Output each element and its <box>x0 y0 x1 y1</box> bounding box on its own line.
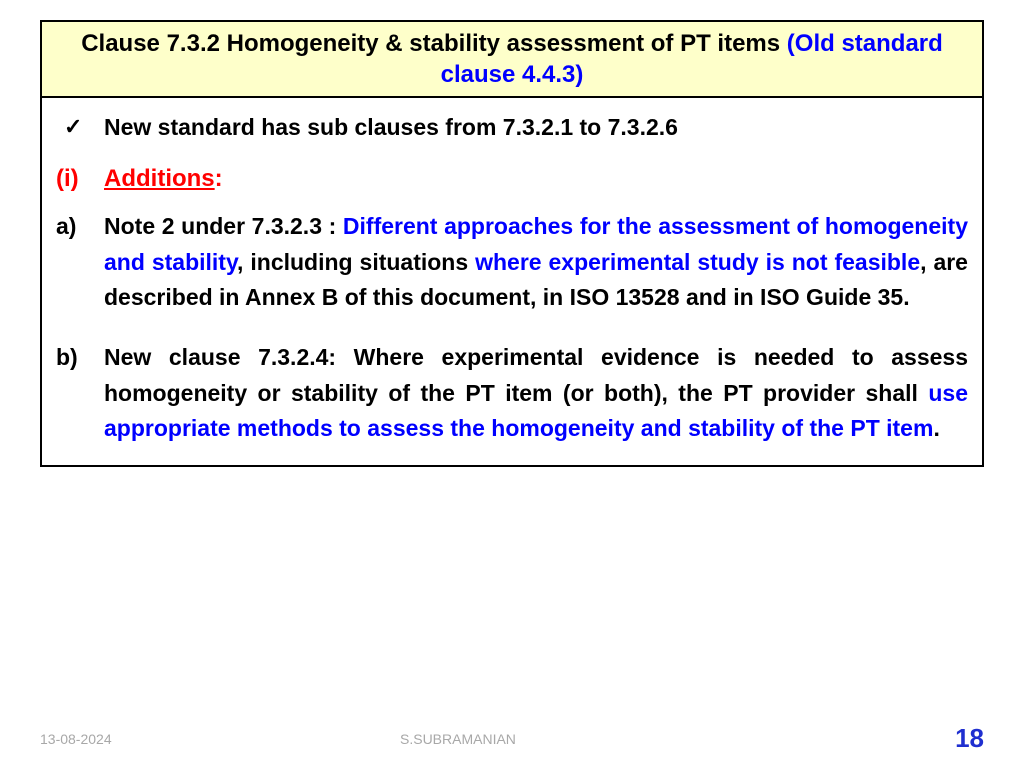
item-b-tail: . <box>933 415 939 441</box>
item-a-mid1: , including situations <box>237 249 475 275</box>
additions-label: Additions <box>104 165 215 192</box>
footer-page-number: 18 <box>924 723 984 754</box>
title-main: Clause 7.3.2 Homogeneity & stability ass… <box>81 30 787 57</box>
item-a: a) Note 2 under 7.3.2.3 : Different appr… <box>56 209 968 316</box>
item-a-body: Note 2 under 7.3.2.3 : Different approac… <box>104 209 968 316</box>
footer: 13-08-2024 S.SUBRAMANIAN 18 <box>0 723 1024 754</box>
roman-item: (i) Additions: <box>56 160 968 197</box>
roman-marker: (i) <box>56 160 104 197</box>
additions-heading: Additions: <box>104 160 223 197</box>
item-b-body: New clause 7.3.2.4: Where experimental e… <box>104 340 968 447</box>
content-box: ✓ New standard has sub clauses from 7.3.… <box>40 98 984 467</box>
item-a-marker: a) <box>56 209 104 316</box>
item-a-blue2: where experimental study is not feasible <box>475 249 920 275</box>
slide: Clause 7.3.2 Homogeneity & stability ass… <box>0 0 1024 768</box>
bullet-check: ✓ New standard has sub clauses from 7.3.… <box>56 110 968 146</box>
check-icon: ✓ <box>56 110 104 146</box>
item-b: b) New clause 7.3.2.4: Where experimenta… <box>56 340 968 447</box>
check-text: New standard has sub clauses from 7.3.2.… <box>104 110 678 146</box>
item-b-lead: New clause 7.3.2.4: Where experimental e… <box>104 344 968 406</box>
footer-author: S.SUBRAMANIAN <box>400 731 924 747</box>
footer-date: 13-08-2024 <box>40 731 400 747</box>
title-box: Clause 7.3.2 Homogeneity & stability ass… <box>40 20 984 98</box>
additions-colon: : <box>215 165 223 192</box>
item-a-lead: Note 2 under 7.3.2.3 : <box>104 213 343 239</box>
item-b-marker: b) <box>56 340 104 447</box>
